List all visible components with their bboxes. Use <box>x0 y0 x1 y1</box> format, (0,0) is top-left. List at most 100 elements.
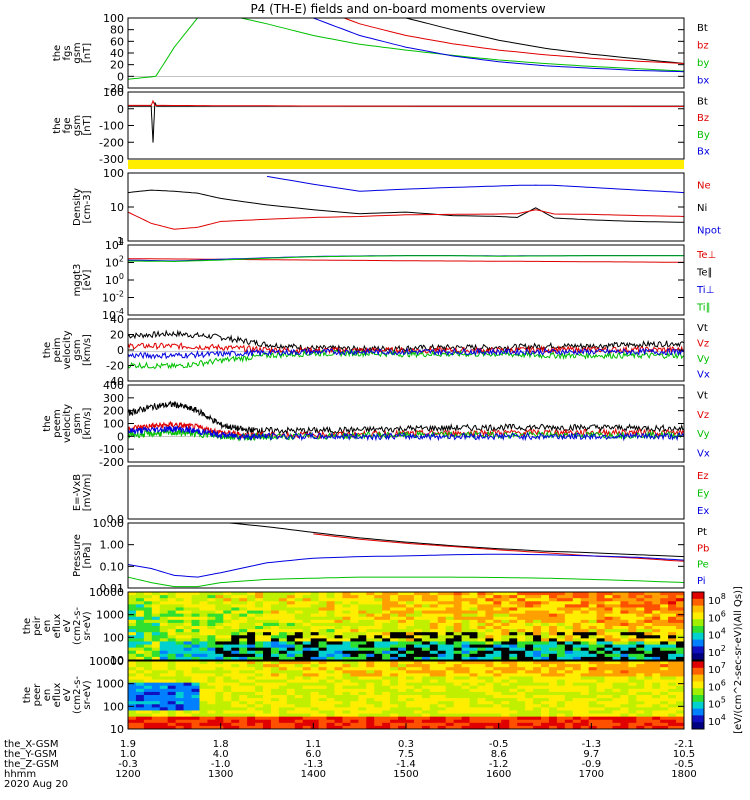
spectrogram-cell <box>374 601 383 605</box>
spectrogram-cell <box>294 641 304 646</box>
spectrogram-cell <box>652 604 661 609</box>
spectrogram-cell <box>596 719 606 724</box>
spectrogram-cell <box>239 647 248 652</box>
spectrogram-cell <box>509 688 518 693</box>
spectrogram-cell <box>429 661 439 665</box>
spectrogram-cell <box>541 670 550 674</box>
spectrogram-cell <box>128 647 137 652</box>
spectrogram-cell <box>660 616 669 621</box>
spectrogram-cell <box>128 670 137 674</box>
spectrogram-cell <box>334 626 344 630</box>
spectrogram-cell <box>167 598 177 602</box>
spectrogram-cell <box>469 632 479 636</box>
spectrogram-cell <box>278 632 288 636</box>
spectrogram-cell <box>318 676 328 681</box>
spectrogram-cell <box>556 704 566 708</box>
spectrogram-cell <box>334 710 344 715</box>
spectrogram-cell <box>374 716 383 721</box>
spectrogram-cell <box>588 644 598 649</box>
spectrogram-cell <box>477 704 487 708</box>
spectrogram-cell <box>604 616 614 621</box>
spectrogram-cell <box>151 676 161 681</box>
spectrogram-cell <box>207 656 216 660</box>
spectrogram-cell <box>342 616 351 621</box>
spectrogram-cell <box>676 676 684 681</box>
spectrogram-cell <box>644 607 653 612</box>
spectrogram-cell <box>350 691 359 696</box>
spectrogram-cell <box>302 616 312 621</box>
spectrogram-cell <box>421 595 431 599</box>
spectrogram-cell <box>596 604 606 609</box>
spectrogram-cell <box>223 664 232 668</box>
spectrogram-cell <box>636 616 645 621</box>
spectrogram-cell <box>445 673 455 678</box>
spectrogram-cell <box>525 710 534 715</box>
spectrogram-cell <box>644 629 653 633</box>
spectrogram-cell <box>525 707 534 712</box>
spectrogram-cell <box>493 688 502 693</box>
y-axis-label: sr-eV) <box>82 611 93 640</box>
spectrogram-cell <box>437 664 447 668</box>
spectrogram-cell <box>263 688 272 693</box>
status-bar <box>128 160 684 169</box>
spectrogram-cell <box>676 650 684 655</box>
spectrogram-cell <box>636 664 645 668</box>
spectrogram-cell <box>572 691 582 696</box>
spectrogram-cell <box>128 610 137 615</box>
spectrogram-cell <box>255 638 264 643</box>
spectrogram-cell <box>429 638 439 643</box>
spectrogram-cell <box>612 650 622 655</box>
spectrogram-cell <box>533 626 542 630</box>
spectrogram-cell <box>453 676 463 681</box>
spectrogram-cell <box>207 664 216 668</box>
spectrogram-cell <box>652 638 661 643</box>
spectrogram-cell <box>374 673 383 678</box>
spectrogram-cell <box>175 641 185 646</box>
spectrogram-cell <box>358 644 367 649</box>
spectrogram-cell <box>342 656 351 660</box>
spectrogram-cell <box>199 682 209 687</box>
spectrogram-cell <box>247 688 256 693</box>
spectrogram-cell <box>453 704 463 708</box>
spectrogram-cell <box>286 719 296 724</box>
spectrogram-cell <box>310 635 320 639</box>
spectrogram-cell <box>255 725 264 729</box>
spectrogram-cell <box>374 698 383 702</box>
spectrogram-cell <box>652 719 661 724</box>
spectrogram-cell <box>461 604 471 609</box>
spectrogram-cell <box>437 607 447 612</box>
spectrogram-cell <box>596 725 606 729</box>
spectrogram-cell <box>239 698 248 702</box>
spectrogram-cell <box>334 632 344 636</box>
spectrogram-cell <box>390 619 399 624</box>
spectrogram-cell <box>342 661 351 665</box>
spectrogram-cell <box>588 710 598 715</box>
spectrogram-cell <box>358 604 367 609</box>
spectrogram-cell <box>263 673 272 678</box>
spectrogram-cell <box>167 664 177 668</box>
spectrogram-cell <box>231 695 240 699</box>
spectrogram-cell <box>167 619 177 624</box>
spectrogram-cell <box>143 676 153 681</box>
spectrogram-cell <box>358 679 367 684</box>
spectrogram-cell <box>525 616 534 621</box>
spectrogram-cell <box>263 622 272 627</box>
panel-frame <box>127 384 685 463</box>
spectrogram-cell <box>485 607 494 612</box>
spectrogram-cell <box>588 716 598 721</box>
spectrogram-cell <box>390 710 399 715</box>
spectrogram-cell <box>548 604 558 609</box>
spectrogram-cell <box>175 653 185 658</box>
y-tick-label: 20 <box>110 59 124 72</box>
spectrogram-cell <box>159 701 169 705</box>
spectrogram-cell <box>207 661 216 665</box>
spectrogram-cell <box>596 647 606 652</box>
spectrogram-cell <box>525 716 534 721</box>
spectrogram-cell <box>207 670 216 674</box>
spectrogram-cell <box>270 644 280 649</box>
spectrogram-cell <box>247 656 256 660</box>
spectrogram-cell <box>302 698 312 702</box>
series-group-bfield2 <box>128 99 684 143</box>
spectrogram-cell <box>239 650 248 655</box>
spectrogram-cell <box>135 592 145 596</box>
